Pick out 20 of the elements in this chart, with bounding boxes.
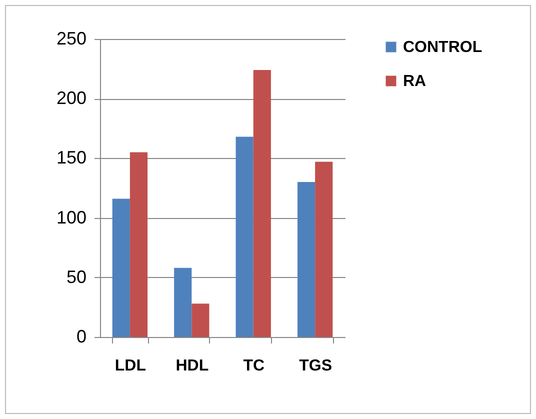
- y-tick-label: 100: [56, 207, 86, 228]
- bar: [253, 70, 271, 337]
- bar: [236, 136, 254, 337]
- legend-label: RA: [403, 73, 427, 90]
- y-tick-label: 150: [56, 148, 86, 168]
- bar: [315, 162, 333, 337]
- y-tick-label: 250: [56, 28, 86, 48]
- y-tick-label: 0: [76, 326, 86, 346]
- legend-label: CONTROL: [403, 39, 482, 56]
- y-tick-label: 200: [56, 88, 86, 108]
- x-tick-label: TGS: [299, 358, 332, 374]
- bar: [112, 198, 130, 337]
- x-tick-label: HDL: [176, 358, 209, 374]
- x-tick-label: TC: [243, 358, 265, 374]
- bar: [297, 182, 316, 337]
- bar: [192, 304, 210, 337]
- bar: [174, 268, 192, 337]
- bar: [130, 152, 148, 337]
- y-tick-label: 50: [66, 266, 86, 287]
- x-tick-label: LDL: [114, 358, 146, 374]
